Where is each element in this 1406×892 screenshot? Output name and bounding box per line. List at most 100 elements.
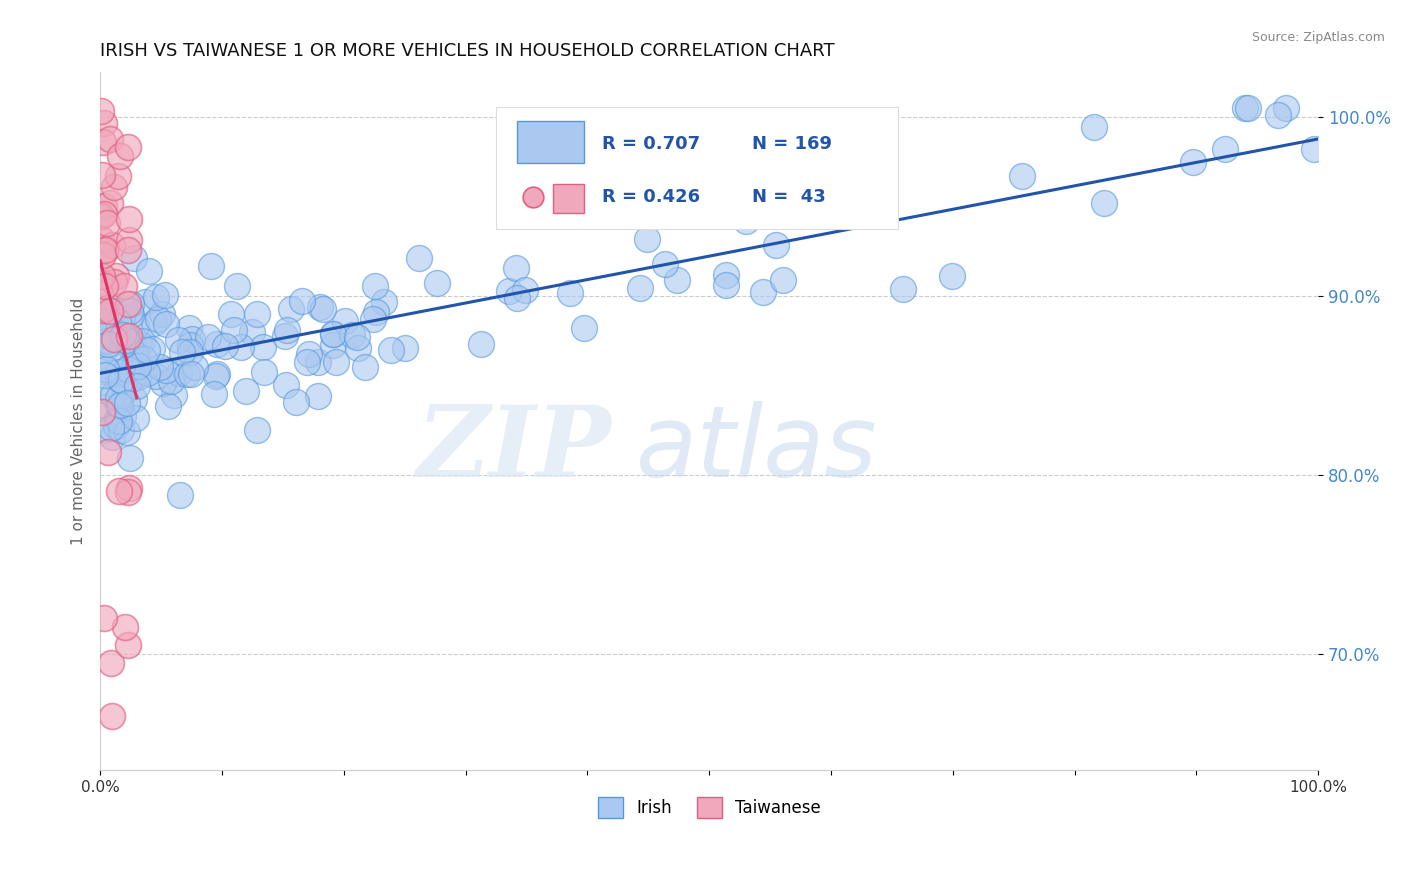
Point (127, 369, 149, 384)
Legend: Irish, Taiwanese: Irish, Taiwanese (591, 791, 827, 824)
Point (90, 405, 112, 419)
Point (394, 341, 416, 355)
Point (346, 330, 368, 344)
Point (219, 307, 242, 321)
Point (107, 398, 129, 412)
Point (891, 281, 914, 295)
Point (179, 338, 201, 352)
Point (179, 345, 201, 359)
Point (127, 379, 149, 393)
Point (96, 334, 118, 348)
Point (235, 384, 257, 398)
Point (202, 387, 225, 401)
Point (205, 336, 228, 351)
Point (145, 290, 167, 304)
Point (941, 269, 963, 284)
Point (94, 279, 117, 293)
Point (107, 391, 129, 405)
Point (93, 299, 115, 313)
Point (153, 288, 176, 302)
Point (96, 340, 118, 354)
Point (118, 482, 141, 496)
Point (93, 199, 115, 213)
Bar (554, 184, 583, 213)
Point (322, 326, 344, 341)
Point (98, 196, 121, 211)
Point (181, 332, 204, 346)
Point (115, 362, 138, 376)
Point (117, 485, 139, 500)
Point (98, 352, 121, 367)
Point (1215, 142, 1237, 156)
Point (91, 168, 114, 182)
Point (100, 421, 122, 435)
Point (628, 281, 651, 295)
Point (226, 279, 249, 293)
Point (107, 315, 129, 329)
Point (101, 238, 124, 252)
Point (291, 293, 314, 308)
Point (104, 418, 127, 433)
Point (93, 401, 115, 415)
Point (714, 277, 737, 292)
Point (96, 362, 118, 376)
Point (93, 207, 115, 221)
Point (426, 276, 449, 290)
Point (134, 294, 156, 309)
Point (307, 355, 329, 369)
Point (108, 398, 131, 412)
FancyBboxPatch shape (496, 107, 898, 229)
Point (110, 373, 132, 387)
Point (505, 261, 527, 276)
Point (200, 259, 222, 273)
Point (176, 367, 198, 381)
Point (98, 303, 121, 318)
Point (98, 132, 121, 146)
Y-axis label: 1 or more Vehicles in Household: 1 or more Vehicles in Household (72, 298, 86, 545)
Point (364, 278, 387, 293)
Point (1237, 101, 1260, 115)
Point (90, 232, 112, 246)
Point (214, 339, 236, 353)
Point (150, 308, 173, 322)
Point (752, 285, 775, 299)
Point (117, 367, 139, 381)
Point (118, 212, 141, 227)
Point (91, 248, 114, 262)
Point (1011, 169, 1033, 183)
Point (114, 620, 136, 634)
Point (120, 296, 142, 310)
Point (112, 409, 135, 424)
Point (110, 373, 132, 387)
Point (380, 343, 402, 358)
Point (111, 309, 134, 323)
Point (572, 320, 595, 334)
Point (177, 320, 200, 334)
Point (103, 180, 125, 194)
Point (90, 268, 112, 283)
Point (654, 257, 676, 271)
Point (163, 388, 186, 402)
Point (160, 374, 183, 388)
Point (307, 388, 329, 402)
Point (1181, 154, 1204, 169)
Point (94, 368, 117, 383)
Point (770, 195, 793, 210)
Point (108, 149, 131, 163)
Point (274, 378, 297, 392)
Point (513, 283, 536, 297)
Point (714, 268, 737, 283)
Point (101, 303, 124, 318)
Point (121, 354, 143, 368)
Point (117, 297, 139, 311)
Point (346, 341, 368, 355)
Text: IRISH VS TAIWANESE 1 OR MORE VEHICLES IN HOUSEHOLD CORRELATION CHART: IRISH VS TAIWANESE 1 OR MORE VEHICLES IN… (100, 42, 835, 60)
Point (333, 314, 356, 328)
Point (107, 483, 129, 498)
Point (118, 450, 141, 465)
Point (111, 379, 134, 393)
Point (90, 364, 112, 378)
Point (93, 115, 115, 129)
Point (204, 369, 226, 384)
Point (97, 445, 120, 459)
